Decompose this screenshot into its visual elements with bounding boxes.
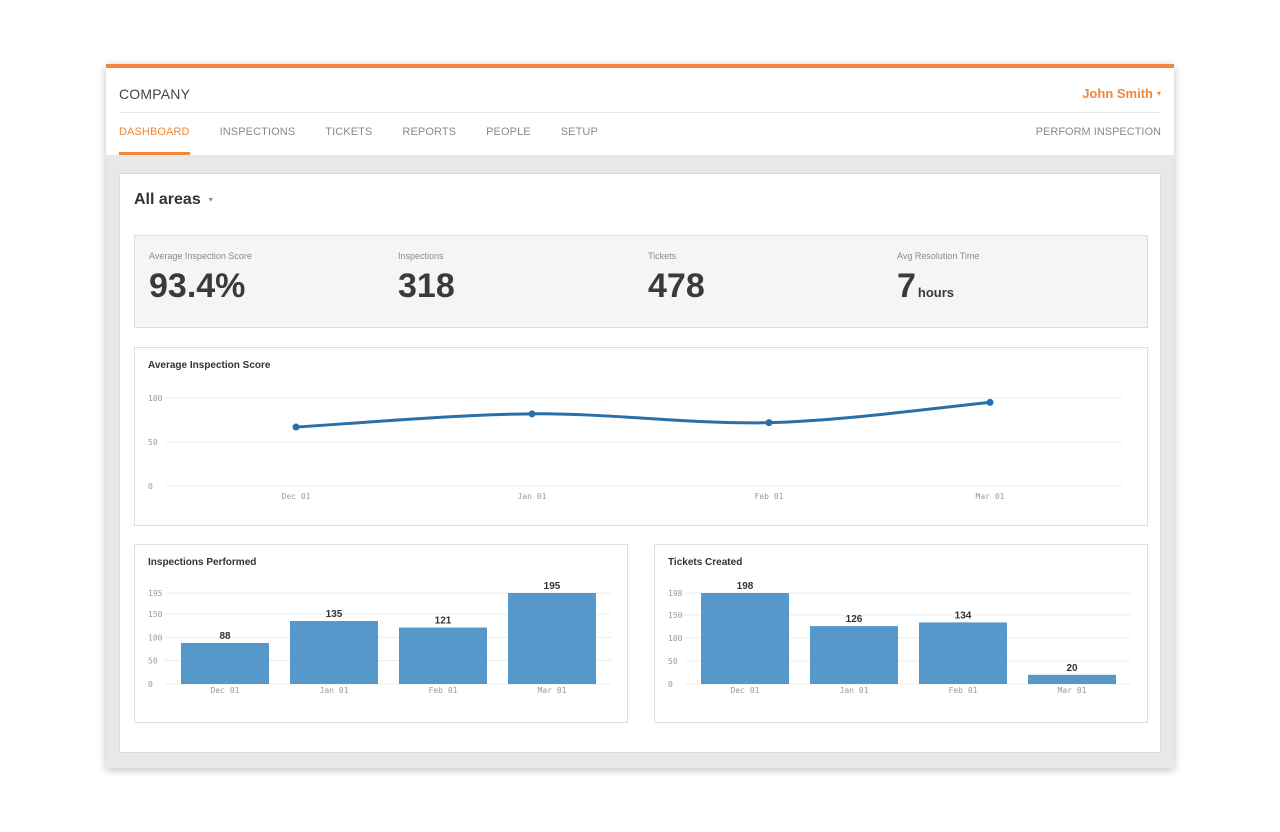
nav-inspections[interactable]: INSPECTIONS — [219, 126, 296, 138]
y-tick-label: 195 — [148, 589, 163, 598]
bar-chart: 0 50 100 150 198 198 Dec 01 126 Jan 01 134 Feb 01 2… — [668, 581, 1131, 695]
stat-number: 7 — [897, 267, 916, 305]
nav-dashboard[interactable]: DASHBOARD — [119, 126, 190, 155]
data-point — [765, 419, 773, 427]
x-tick-label: Feb 01 — [949, 686, 978, 695]
area-label: All areas — [134, 191, 201, 208]
data-point — [528, 410, 536, 418]
stat-avg-score: Average Inspection Score 93.4% — [149, 251, 252, 303]
bar — [919, 622, 1007, 684]
bar — [701, 593, 789, 684]
y-tick-label: 150 — [148, 610, 163, 619]
y-tick-label: 50 — [148, 438, 158, 447]
bar — [810, 626, 898, 684]
bar-chart: 0 50 100 150 195 88 Dec 01 135 Jan 01 121 Feb 01 19… — [148, 581, 611, 695]
area-dropdown[interactable]: All areas ▾ — [134, 191, 213, 209]
y-tick-label: 0 — [148, 482, 153, 491]
stat-label: Average Inspection Score — [149, 251, 252, 261]
main-nav: DASHBOARD INSPECTIONS TICKETS REPORTS PE… — [119, 126, 628, 155]
bar-value-label: 195 — [544, 581, 561, 592]
x-tick-label: Feb 01 — [429, 686, 458, 695]
bar-value-label: 126 — [846, 614, 863, 625]
bar-value-label: 121 — [435, 616, 452, 627]
y-tick-label: 50 — [668, 657, 678, 666]
nav-tickets[interactable]: TICKETS — [325, 126, 373, 138]
stat-resolution: Avg Resolution Time 7 hours — [897, 251, 979, 303]
stat-value: 478 — [648, 267, 705, 305]
bar — [290, 621, 378, 684]
stats-summary: Average Inspection Score 93.4% Inspectio… — [134, 235, 1148, 328]
data-point — [986, 398, 994, 406]
bar — [508, 593, 596, 684]
divider — [119, 112, 1161, 113]
bar-value-label: 135 — [326, 609, 343, 620]
bar-value-label: 198 — [737, 581, 754, 592]
x-tick-label: Mar 01 — [976, 492, 1005, 501]
x-tick-label: Feb 01 — [755, 492, 784, 501]
stat-value: 93.4% — [149, 267, 246, 305]
bar-value-label: 20 — [1066, 663, 1078, 674]
perform-inspection-link[interactable]: PERFORM INSPECTION — [1035, 126, 1161, 138]
stat-label: Avg Resolution Time — [897, 251, 980, 261]
y-tick-label: 100 — [668, 634, 683, 643]
x-tick-label: Jan 01 — [518, 492, 547, 501]
x-tick-label: Mar 01 — [538, 686, 567, 695]
bar-value-label: 134 — [955, 610, 972, 621]
nav-setup[interactable]: SETUP — [560, 126, 598, 138]
chart-title: Tickets Created — [668, 557, 743, 568]
y-tick-label: 0 — [668, 680, 673, 689]
y-tick-label: 100 — [148, 394, 163, 403]
dashboard-card: All areas ▾ Average Inspection Score 93.4… — [119, 173, 1161, 753]
chart-panel-avg-score: Average Inspection Score 0 50 100 Dec 01 Jan… — [134, 347, 1148, 526]
data-point — [292, 423, 300, 431]
y-tick-label: 0 — [148, 680, 153, 689]
stat-value: 318 — [398, 267, 455, 305]
top-bar: COMPANY John Smith ▾ DASHBOARD INSPECTION… — [106, 68, 1174, 155]
chart-title: Inspections Performed — [148, 557, 257, 568]
line-chart: 0 50 100 Dec 01 Jan 01 Feb 01 Mar 01 — [148, 394, 1123, 501]
y-tick-label: 150 — [668, 611, 683, 620]
stat-label: Tickets — [648, 251, 677, 261]
user-name: John Smith — [1082, 86, 1153, 101]
chevron-down-icon: ▾ — [1156, 89, 1161, 98]
bar-value-label: 88 — [219, 631, 231, 642]
chart-panel-inspections: Inspections Performed 0 50 100 150 195 88 Dec … — [134, 544, 628, 723]
stat-inspections: Inspections 318 — [398, 251, 455, 303]
nav-people[interactable]: PEOPLE — [486, 126, 531, 138]
chart-title: Average Inspection Score — [148, 360, 271, 371]
user-menu[interactable]: John Smith ▾ — [1082, 86, 1161, 101]
series-line — [295, 400, 991, 429]
x-tick-label: Dec 01 — [731, 686, 760, 695]
y-tick-label: 198 — [668, 589, 683, 598]
company-name: COMPANY — [119, 86, 191, 102]
stat-tickets: Tickets 478 — [648, 251, 705, 303]
bar — [181, 642, 269, 684]
x-tick-label: Jan 01 — [840, 686, 869, 695]
bar — [1028, 674, 1116, 684]
stat-unit: hours — [917, 285, 955, 300]
nav-reports[interactable]: REPORTS — [402, 126, 457, 138]
bar — [399, 627, 487, 684]
x-tick-label: Jan 01 — [320, 686, 349, 695]
x-tick-label: Dec 01 — [211, 686, 240, 695]
y-tick-label: 100 — [148, 633, 163, 642]
chevron-down-icon: ▾ — [208, 195, 213, 204]
y-tick-label: 50 — [148, 657, 158, 666]
stat-value: 7 hours — [897, 269, 979, 303]
chart-panel-tickets: Tickets Created 0 50 100 150 198 198 Dec 01 126… — [654, 544, 1148, 723]
stat-label: Inspections — [398, 251, 444, 261]
x-tick-label: Mar 01 — [1058, 686, 1087, 695]
x-tick-label: Dec 01 — [282, 492, 311, 501]
app-window: COMPANY John Smith ▾ DASHBOARD INSPECTION… — [106, 64, 1174, 768]
